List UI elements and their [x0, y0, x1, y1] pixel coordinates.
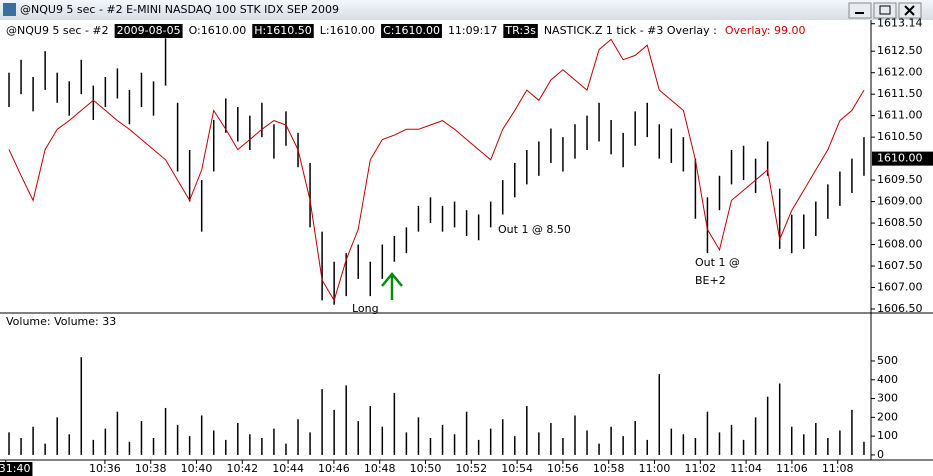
y-tick-label: 1608.50 [877, 216, 923, 229]
annotation: Out 1 @ [695, 256, 740, 269]
annotation: BE+2 [695, 274, 726, 287]
close-icon [904, 5, 915, 16]
y-tick-label: 1612.50 [877, 44, 923, 57]
header-item: 2009-08-05 [117, 24, 181, 37]
last-price-box [872, 151, 933, 166]
header-item: Overlay: 99.00 [725, 24, 806, 37]
minimize-button[interactable] [848, 2, 872, 19]
y-tick-label: 1608.00 [877, 238, 923, 251]
x-tick-label: 11:00 [639, 462, 671, 475]
window-buttons[interactable] [848, 2, 922, 19]
header-item: L:1610.00 [320, 24, 375, 37]
header-item: @NQU9 5 sec - #2 [6, 24, 109, 37]
y-tick-label: 1613.14 [877, 17, 923, 30]
y-tick-label: 1611.00 [877, 109, 923, 122]
header-box [503, 24, 538, 38]
window-icon [3, 3, 16, 16]
maximize-icon [879, 5, 891, 15]
x-tick-label: 11:04 [730, 462, 762, 475]
y-tick-label: 300 [877, 392, 898, 405]
x-tick-label: 11:06 [776, 462, 808, 475]
y-tick-label: 1606.50 [877, 302, 923, 315]
y-tick-label: 200 [877, 410, 898, 423]
x-tick-label: 10:50 [410, 462, 442, 475]
x-tick-label: 10:44 [272, 462, 304, 475]
y-tick-label: 1607.50 [877, 259, 923, 272]
x-tick-label: 10:46 [318, 462, 350, 475]
header-box [381, 24, 442, 38]
y-tick-label: 1609.50 [877, 173, 923, 186]
annotation: Long [352, 302, 379, 315]
header-item: H:1610.50 [254, 24, 311, 37]
y-tick-label: 100 [877, 429, 898, 442]
y-tick-label: 1609.00 [877, 195, 923, 208]
y-tick-label: 1611.50 [877, 87, 923, 100]
x-tick-label: 10:52 [455, 462, 487, 475]
x-tick-label: 10:42 [226, 462, 258, 475]
x-tick-label: 10:48 [364, 462, 396, 475]
header-box [114, 24, 183, 38]
header-item: NASTICK.Z 1 tick - #3 Overlay : [544, 24, 717, 37]
annotation: Out 1 @ 8.50 [498, 223, 571, 236]
y-tick-label: 1607.00 [877, 281, 923, 294]
y-tick-label: 400 [877, 373, 898, 386]
header-item: 11:09:17 [448, 24, 497, 37]
x-tick-label: 10:54 [501, 462, 533, 475]
title-bar [0, 0, 933, 20]
y-tick-label: 500 [877, 354, 898, 367]
x-tick-label: 11:08 [822, 462, 854, 475]
last-price-label: 1610.00 [877, 152, 923, 165]
y-tick-label: 0 [877, 448, 884, 461]
x-tick-label: 11:02 [684, 462, 716, 475]
header-item: TR:3s [504, 24, 536, 37]
x-tick-label: 10:56 [547, 462, 579, 475]
x-tick-box [0, 462, 33, 476]
y-tick-label: 1612.00 [877, 66, 923, 79]
header-box [252, 24, 314, 38]
long-arrow [381, 272, 403, 300]
header-item: C:1610.00 [383, 24, 440, 37]
x-tick-label: 10:40 [181, 462, 213, 475]
y-tick-label: 1610.50 [877, 130, 923, 143]
x-tick-label: 10:31:40 [0, 462, 30, 475]
x-tick-label: 10:58 [593, 462, 625, 475]
header-item: O:1610.00 [189, 24, 247, 37]
x-tick-label: 10:38 [135, 462, 167, 475]
volume-title: Volume: Volume: 33 [6, 315, 116, 328]
window-title: @NQU9 5 sec - #2 E-MINI NASDAQ 100 STK I… [20, 3, 339, 16]
x-tick-label: 10:36 [89, 462, 121, 475]
overlay-line [8, 38, 865, 302]
